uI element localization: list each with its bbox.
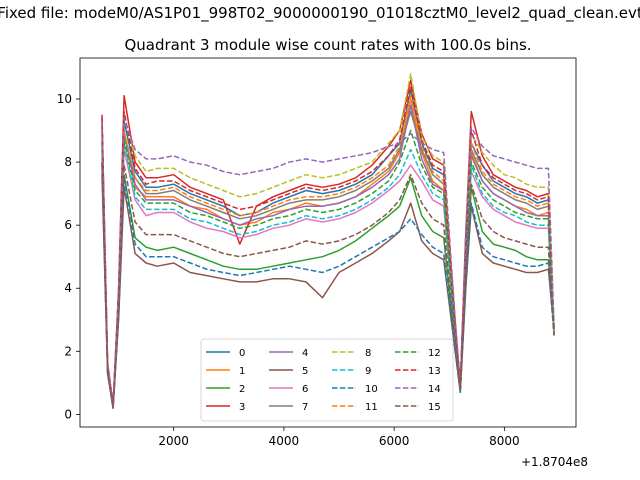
legend-label-2: 2 [239, 384, 245, 395]
legend-label-6: 6 [302, 384, 308, 395]
series-line-3 [101, 79, 555, 406]
legend-label-12: 12 [428, 348, 441, 359]
chart-title: Quadrant 3 module wise count rates with … [124, 36, 531, 54]
y-tick-label: 2 [64, 344, 72, 358]
legend-label-3: 3 [239, 402, 245, 413]
series-line-15 [101, 162, 555, 409]
y-tick-label: 4 [64, 281, 72, 295]
series-line-13 [101, 85, 555, 406]
legend-label-0: 0 [239, 348, 245, 359]
series-line-6 [101, 148, 555, 409]
series-line-4 [101, 104, 555, 406]
legend-label-8: 8 [365, 348, 371, 359]
y-tick-label: 8 [64, 155, 72, 169]
plot-frame [79, 57, 577, 428]
legend-label-11: 11 [365, 402, 378, 413]
x-tick-label: 2000 [158, 434, 189, 448]
series-line-2 [101, 162, 555, 409]
legend-label-4: 4 [302, 348, 308, 359]
series-line-12 [101, 129, 555, 406]
series-line-11 [101, 95, 555, 406]
series-line-14 [101, 117, 555, 406]
y-tick-label: 6 [64, 218, 72, 232]
legend-label-14: 14 [428, 384, 441, 395]
legend-label-7: 7 [302, 402, 308, 413]
plot-area: 2000 4000 6000 8000024681001234567891011121… [57, 57, 577, 448]
legend-box [200, 338, 454, 422]
series-line-9 [101, 142, 555, 406]
legend-label-13: 13 [428, 366, 441, 377]
series-line-10 [101, 165, 555, 409]
chart-suptitle: Fixed file: modeM0/AS1P01_998T02_9000000… [0, 4, 640, 23]
series-line-7 [101, 110, 555, 406]
series-line-8 [101, 73, 555, 406]
legend-label-5: 5 [302, 366, 308, 377]
x-tick-label: 4000 [269, 434, 300, 448]
y-tick-label: 10 [57, 92, 72, 106]
legend-label-10: 10 [365, 384, 378, 395]
x-tick-label: 6000 [379, 434, 410, 448]
series-line-0 [101, 88, 555, 406]
legend-label-9: 9 [365, 366, 371, 377]
y-tick-label: 0 [64, 407, 72, 421]
legend-label-1: 1 [239, 366, 245, 377]
series-line-5 [101, 174, 555, 409]
legend-label-15: 15 [428, 402, 441, 413]
x-tick-label: 8000 [489, 434, 520, 448]
x-offset-label: +1.8704e8 [521, 455, 588, 469]
